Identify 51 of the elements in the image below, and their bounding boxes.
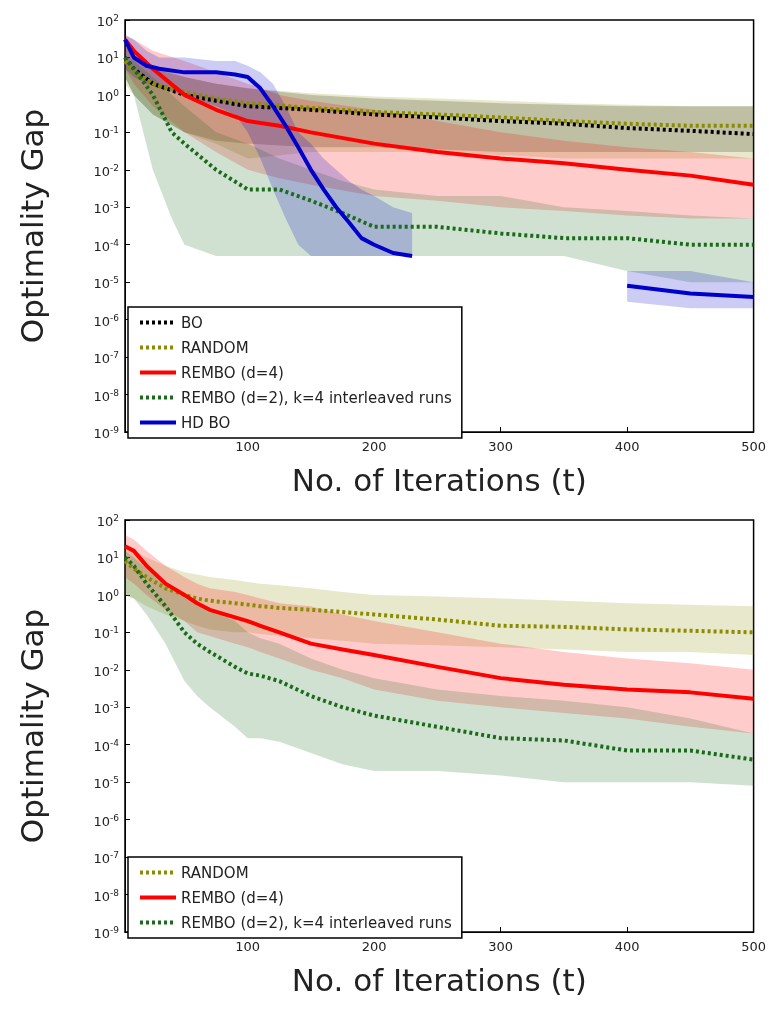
legend-label: RANDOM (181, 863, 249, 882)
y-tick-label: 10$^{-9}$ (93, 423, 119, 442)
y-tick-label: 10$^{-2}$ (93, 161, 119, 179)
y-tick-label: 10$^{2}$ (96, 11, 119, 30)
y-tick-label: 10$^{-5}$ (93, 774, 119, 792)
line-series (123, 55, 756, 247)
y-tick-label: 10$^{2}$ (96, 511, 119, 530)
line-series (123, 544, 756, 701)
y-tick-label: 10$^{-6}$ (93, 311, 119, 329)
y-tick-label: 10$^{-1}$ (93, 124, 119, 142)
y-tick-label: 10$^{1}$ (96, 549, 119, 567)
line-series (123, 59, 756, 128)
x-axis-title: No. of Iterations (t) (291, 961, 587, 998)
legend-label: REMBO (d=2), k=4 interleaved runs (181, 388, 452, 407)
x-tick-label: 400 (614, 939, 640, 954)
y-tick-label: 10$^{-4}$ (93, 736, 119, 754)
y-tick-label: 10$^{-7}$ (93, 348, 119, 367)
line-series (123, 37, 756, 187)
y-tick-label: 10$^{-8}$ (93, 386, 119, 404)
y-tick-label: 10$^{-7}$ (93, 848, 119, 867)
y-tick-label: 10$^{-3}$ (93, 699, 119, 717)
x-tick-label: 200 (361, 439, 387, 454)
line-series (123, 559, 756, 635)
y-tick-label: 10$^{-5}$ (93, 274, 119, 292)
y-tick-label: 10$^{-8}$ (93, 886, 119, 904)
y-tick-label: 10$^{0}$ (96, 586, 119, 605)
y-axis-title: Optimality Gap (13, 608, 50, 844)
x-tick-label: 200 (361, 939, 387, 954)
legend-label: RANDOM (181, 338, 249, 357)
y-axis-title: Optimality Gap (13, 108, 50, 344)
x-tick-label: 100 (235, 439, 261, 454)
x-tick-label: 400 (614, 439, 640, 454)
y-tick-label: 10$^{-1}$ (93, 624, 119, 642)
x-axis-title: No. of Iterations (t) (291, 461, 587, 498)
y-tick-label: 10$^{-2}$ (93, 661, 119, 679)
y-tick-label: 10$^{-9}$ (93, 923, 119, 942)
legend-label: BO (181, 313, 203, 332)
y-tick-label: 10$^{-6}$ (93, 811, 119, 829)
legend-label: REMBO (d=2), k=4 interleaved runs (181, 913, 452, 932)
y-tick-label: 10$^{0}$ (96, 86, 119, 105)
legend-label: REMBO (d=4) (181, 888, 284, 907)
x-tick-label: 100 (235, 939, 261, 954)
x-tick-label: 300 (488, 439, 514, 454)
y-tick-label: 10$^{1}$ (96, 49, 119, 67)
x-tick-label: 500 (741, 939, 767, 954)
x-tick-label: 300 (488, 939, 514, 954)
legend-label: REMBO (d=4) (181, 363, 284, 382)
legend-label: HD BO (181, 413, 231, 432)
y-tick-label: 10$^{-4}$ (93, 236, 119, 254)
y-tick-label: 10$^{-3}$ (93, 199, 119, 217)
x-tick-label: 500 (741, 439, 767, 454)
